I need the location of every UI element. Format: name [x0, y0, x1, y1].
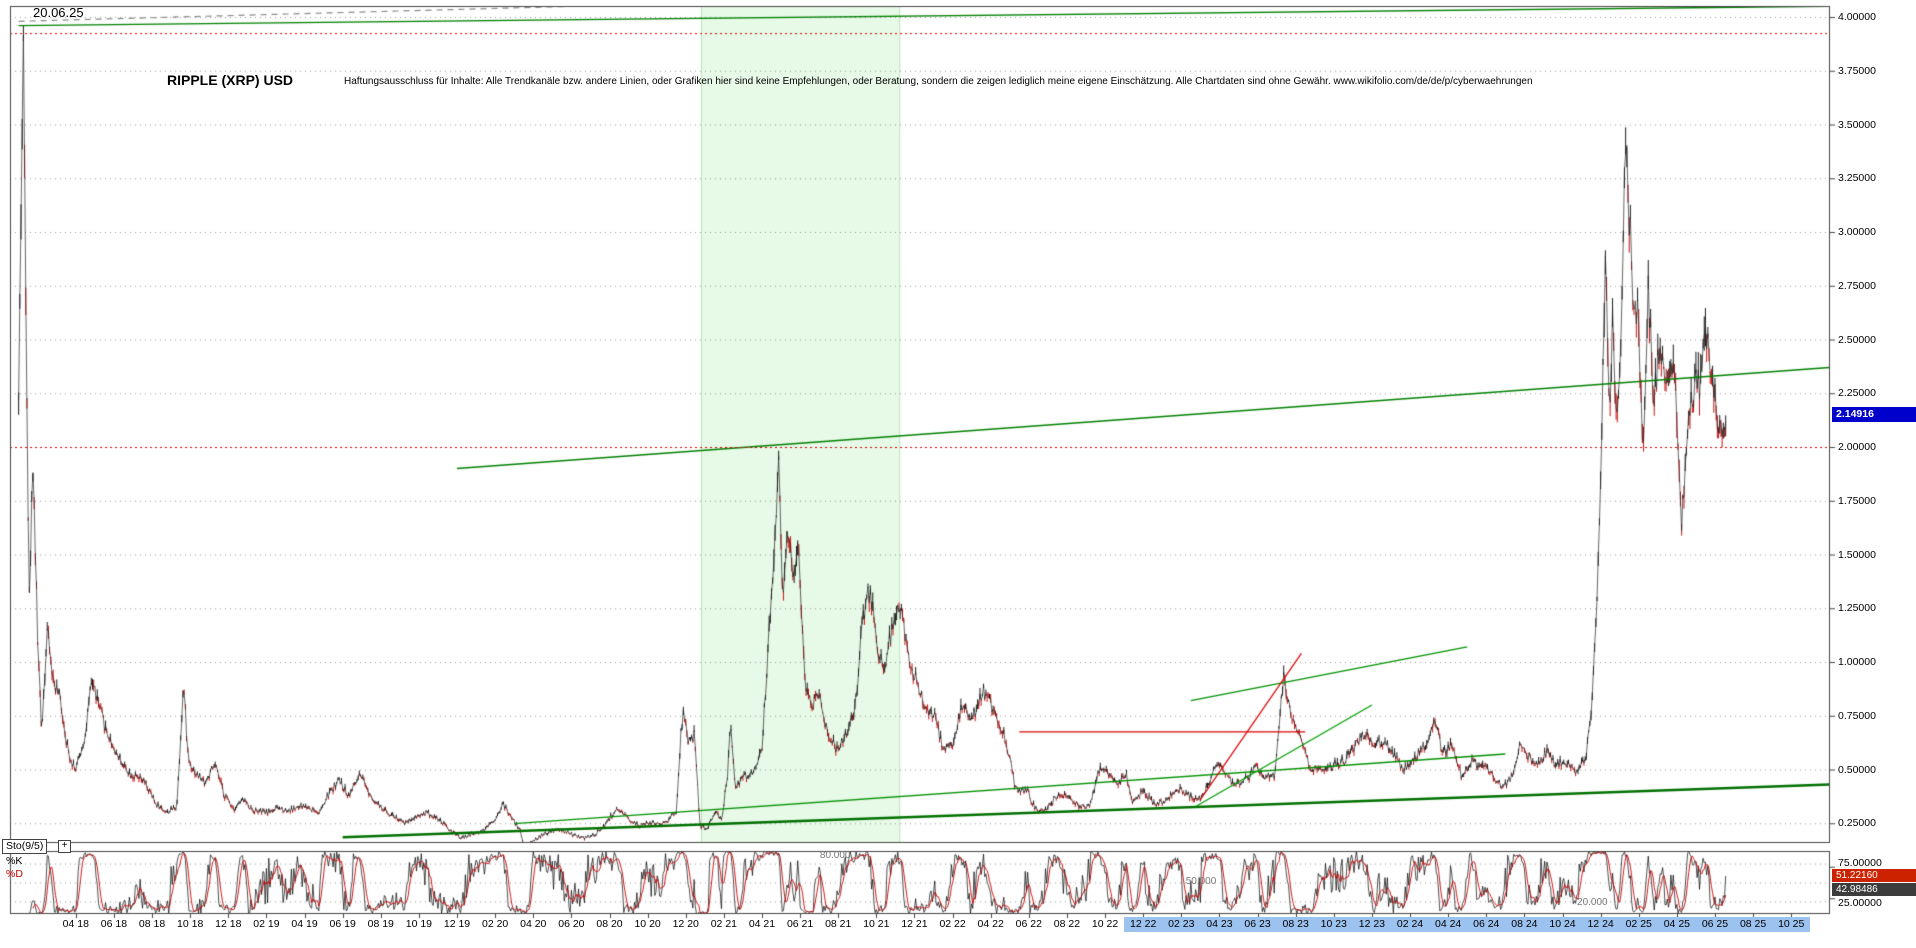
time-axis-label: 02 23: [1168, 918, 1195, 930]
price-axis-label: 3.75000: [1838, 64, 1876, 77]
time-axis-label: 02 20: [481, 918, 509, 930]
time-axis-label: 02 22: [939, 918, 966, 930]
time-axis-label: 04 18: [62, 918, 89, 930]
price-axis-label: 3.00000: [1838, 226, 1876, 238]
indicator-expand-icon[interactable]: +: [58, 840, 71, 853]
time-axis-label: 10 20: [634, 918, 661, 930]
time-axis-label: 08 20: [596, 918, 623, 930]
time-axis-label: 06 25: [1701, 918, 1729, 930]
stochastic-k-legend: %K: [6, 855, 23, 867]
chart-date-label: 20.06.25: [33, 5, 84, 20]
price-axis-label: 1.00000: [1838, 656, 1876, 668]
time-axis-label: 08 18: [138, 918, 166, 930]
time-axis-label: 12 22: [1130, 918, 1157, 930]
time-axis-label: 06 22: [1015, 918, 1042, 930]
price-axis-label: 0.75000: [1838, 709, 1876, 722]
time-axis-label: 04 23: [1206, 918, 1233, 930]
time-axis-label: 12 24: [1587, 918, 1614, 930]
time-axis-label: 10 21: [863, 918, 890, 930]
time-axis-label: 10 24: [1549, 918, 1576, 930]
stochastic-d-legend: %D: [6, 868, 23, 880]
time-axis-label: 08 22: [1053, 918, 1081, 930]
indicator-axis-label: 75.00000: [1838, 857, 1882, 869]
time-axis-label: 10 25: [1778, 918, 1805, 930]
time-axis-label: 08 25: [1739, 918, 1767, 930]
time-axis-label: 10 23: [1320, 918, 1347, 930]
time-axis-label: 06 24: [1473, 918, 1500, 930]
time-axis-label: 06 18: [100, 918, 128, 930]
time-axis-label: 12 21: [901, 918, 928, 930]
price-axis-label: 3.25000: [1838, 172, 1876, 185]
time-axis-label: 04 22: [977, 918, 1004, 930]
current-price-badge: 2.14916: [1832, 406, 1916, 422]
time-axis-label: 12 19: [443, 918, 471, 930]
time-axis-label: 04 19: [291, 918, 318, 930]
time-axis-label: 04 25: [1663, 918, 1690, 930]
price-axis-label: 4.00000: [1838, 11, 1876, 23]
time-axis-label: 08 23: [1282, 918, 1309, 930]
time-axis-label: 10 18: [177, 918, 204, 930]
price-axis-label: 2.50000: [1838, 333, 1876, 346]
time-axis-label: 02 19: [253, 918, 280, 930]
time-axis-label: 10 22: [1091, 918, 1119, 930]
price-axis-label: 1.50000: [1838, 548, 1876, 561]
indicator-name-box[interactable]: Sto(9/5): [2, 839, 48, 854]
price-axis-label: 3.50000: [1838, 118, 1876, 131]
time-axis-label: 04 24: [1434, 918, 1462, 930]
indicator-level-label: 80.000: [819, 850, 851, 861]
time-axis-label: 08 19: [367, 918, 394, 930]
time-axis-label: 02 24: [1396, 918, 1424, 930]
indicator-level-label: 50.000: [1185, 876, 1217, 887]
time-axis-label: 02 21: [710, 918, 737, 930]
time-axis-highlight: [1124, 917, 1811, 932]
indicator-name-label: Sto(9/5): [6, 840, 44, 852]
price-axis-label: 2.75000: [1838, 279, 1876, 292]
indicator-axis-label: 25.00000: [1838, 897, 1882, 909]
time-axis-label: 06 23: [1244, 918, 1271, 930]
indicator-level-label: 20.000: [1577, 897, 1608, 908]
price-axis-label: 2.00000: [1838, 441, 1876, 453]
time-axis-label: 04 21: [748, 918, 776, 930]
disclaimer-text: Haftungsausschluss für Inhalte: Alle Tre…: [344, 76, 1533, 87]
price-axis-label: 0.50000: [1838, 763, 1876, 776]
price-axis-label: 0.25000: [1838, 817, 1876, 830]
time-axis-label: 10 19: [405, 918, 433, 930]
price-axis-label: 1.25000: [1838, 602, 1876, 615]
time-axis-label: 02 25: [1625, 918, 1652, 930]
time-axis-label: 06 21: [786, 918, 814, 930]
time-axis-label: 08 21: [825, 918, 852, 930]
indicator-value-badge: 51.22160: [1832, 869, 1916, 882]
indicator-value-badge: 42.98486: [1832, 883, 1916, 896]
price-axis-label: 2.25000: [1838, 387, 1876, 400]
time-axis-label: 08 24: [1511, 918, 1538, 930]
chart-title: RIPPLE (XRP) USD: [167, 72, 294, 88]
time-axis-label: 06 19: [329, 918, 356, 930]
price-axis-label: 1.75000: [1838, 494, 1876, 507]
time-axis-label: 12 20: [672, 918, 699, 930]
time-axis-label: 12 18: [215, 918, 242, 930]
time-axis-label: 06 20: [558, 918, 585, 930]
time-axis-label: 04 20: [520, 918, 547, 930]
time-axis-label: 12 23: [1358, 918, 1386, 930]
